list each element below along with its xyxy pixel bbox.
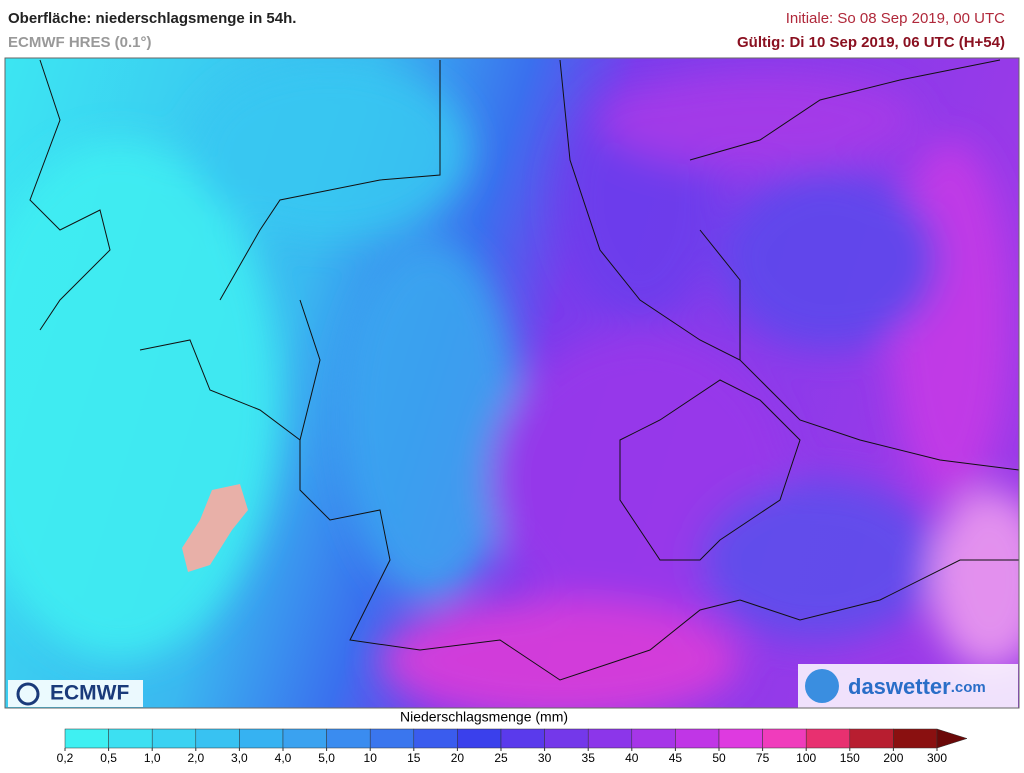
- logo-ecmwf: ECMWF: [50, 682, 129, 705]
- map: ECMWF daswetter.com: [5, 58, 1019, 708]
- valid-time: Gültig: Di 10 Sep 2019, 06 UTC (H+54): [737, 34, 1005, 51]
- legend-label: 0,5: [100, 751, 117, 765]
- legend-title: Niederschlagsmenge (mm): [400, 709, 568, 725]
- legend-label: 300: [927, 751, 947, 765]
- legend-label: 200: [883, 751, 903, 765]
- legend-swatch: [151, 728, 197, 749]
- legend-label: 20: [451, 751, 465, 765]
- borders: [29, 59, 1019, 681]
- legend-swatch: [195, 728, 240, 749]
- legend-swatch: [413, 728, 458, 749]
- legend-label: 35: [582, 751, 596, 765]
- legend-swatch: [805, 728, 851, 749]
- model: ECMWF HRES (0.1°): [8, 34, 152, 51]
- legend-swatch: [587, 728, 633, 749]
- legend-label: 30: [538, 751, 552, 765]
- legend-swatch: [457, 728, 502, 749]
- legend-swatch: [239, 728, 284, 749]
- legend-swatch: [500, 728, 545, 749]
- legend-swatch: [675, 728, 720, 749]
- legend-label: 25: [494, 751, 508, 765]
- initial-time: Initiale: So 08 Sep 2019, 00 UTC: [786, 10, 1005, 27]
- legend-swatch: [64, 728, 109, 749]
- legend-swatch: [762, 728, 807, 749]
- map-frame: [4, 57, 1020, 709]
- legend-swatch: [718, 728, 763, 749]
- legend-label: 40: [625, 751, 639, 765]
- max-area: [182, 484, 248, 572]
- legend-label: 75: [756, 751, 770, 765]
- legend-label: 1,0: [144, 751, 161, 765]
- legend-label: 3,0: [231, 751, 248, 765]
- legend-label: 45: [669, 751, 683, 765]
- legend-swatch: [849, 728, 894, 749]
- logo-daswetter-suffix: .com: [951, 679, 986, 696]
- legend-arrow: [936, 728, 968, 749]
- legend-label: 150: [840, 751, 860, 765]
- legend-label: 15: [407, 751, 421, 765]
- title: Oberfläche: niederschlagsmenge in 54h.: [8, 10, 296, 27]
- legend-swatch: [108, 728, 153, 749]
- legend-swatch: [544, 728, 589, 749]
- legend-swatch: [326, 728, 371, 749]
- legend-label: 10: [364, 751, 378, 765]
- legend-swatch: [369, 728, 415, 749]
- legend-swatch: [631, 728, 676, 749]
- legend-swatch: [282, 728, 327, 749]
- logo-daswetter: daswetter.com: [848, 674, 986, 699]
- legend-label: 100: [796, 751, 816, 765]
- logo-daswetter-name: daswetter: [848, 674, 951, 699]
- legend-label: 2,0: [187, 751, 204, 765]
- legend-label: 5,0: [318, 751, 335, 765]
- legend-label: 4,0: [275, 751, 292, 765]
- legend-swatch: [893, 728, 938, 749]
- legend: 0,2 0,5 1,0 2,0 3,0 4,0 5,0 10 15 20 25 30 35 40 45 50 7…: [57, 728, 968, 765]
- legend-label: 50: [712, 751, 726, 765]
- legend-label: 0,2: [57, 751, 74, 765]
